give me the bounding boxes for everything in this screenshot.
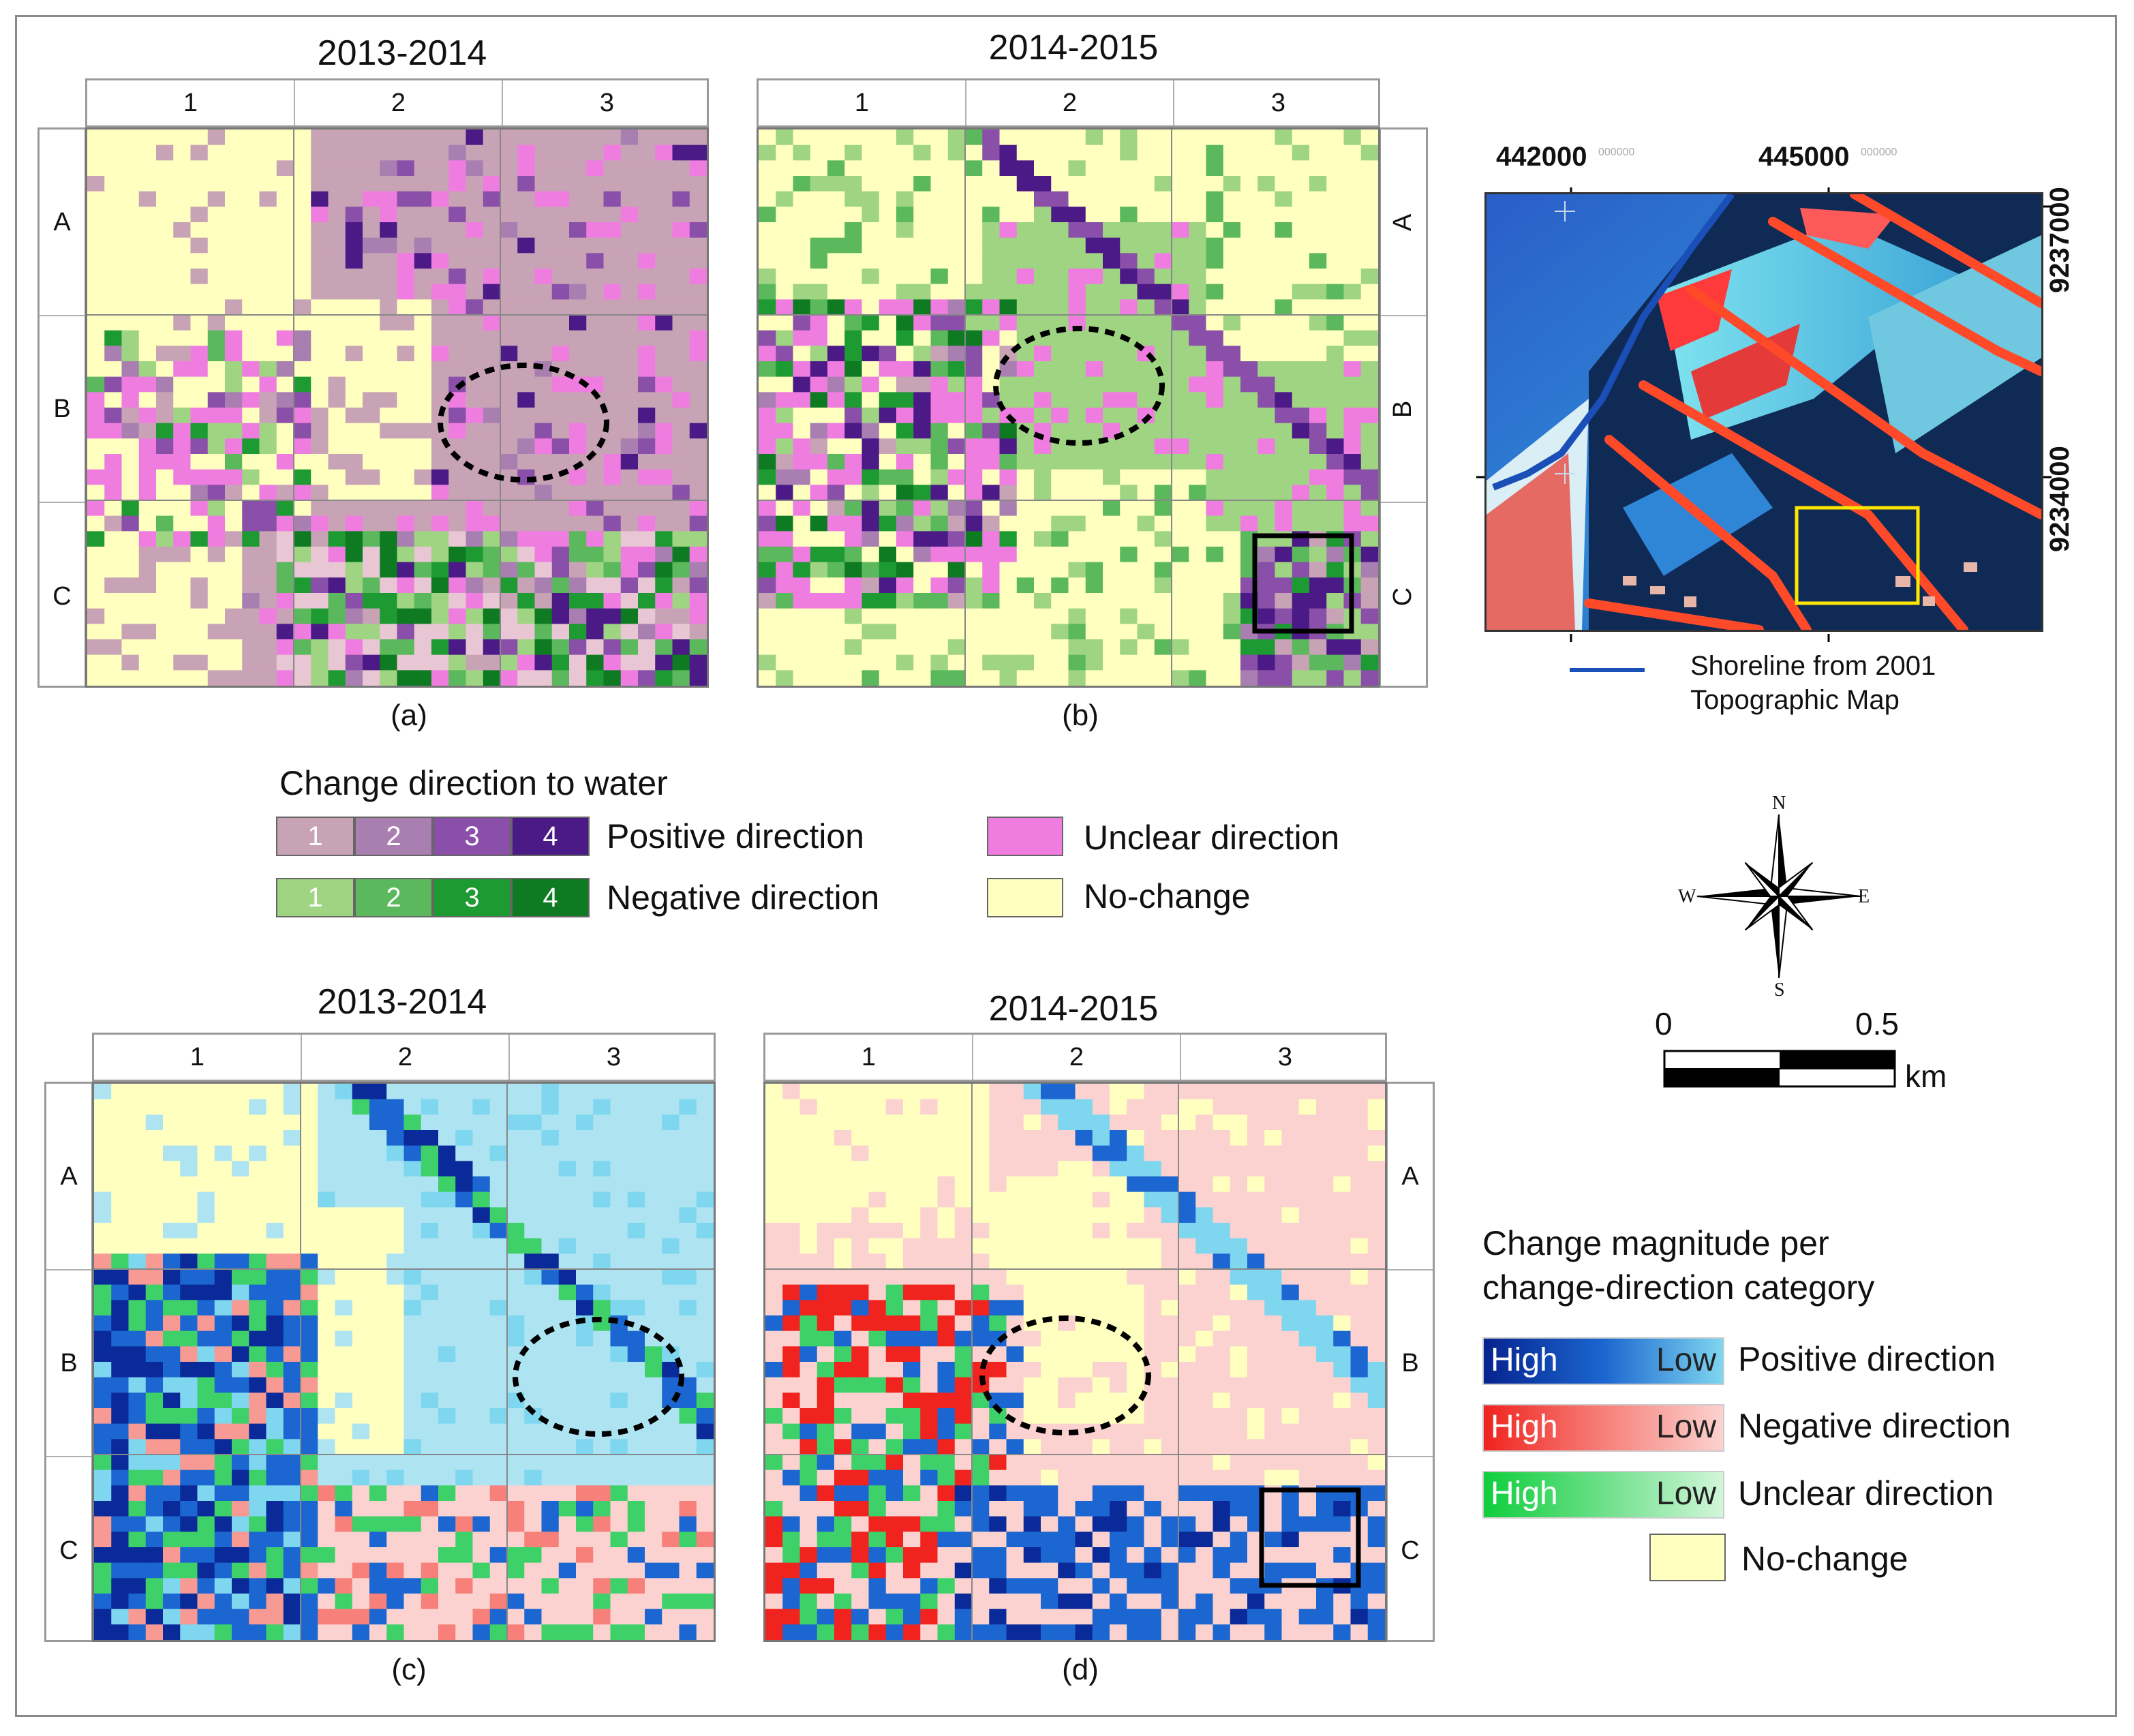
col-label: 2 <box>295 80 503 125</box>
panel-b-caption: (b) <box>1062 699 1099 732</box>
shoreline-legend-line <box>1570 668 1645 672</box>
panel-b-column-header: 1 2 3 <box>757 78 1380 127</box>
easting-minor-1: 000000 <box>1598 147 1635 158</box>
compass-s: S <box>1774 979 1785 1001</box>
unclear-direction-label: Unclear direction <box>1084 819 1340 857</box>
col-label: 1 <box>759 80 966 125</box>
neg-level-swatch: 3 <box>433 878 511 917</box>
row-label: C <box>1401 1536 1420 1565</box>
col-label: 2 <box>302 1035 510 1080</box>
direction-raster-a <box>87 130 707 686</box>
col-label: 2 <box>966 80 1174 125</box>
panel-b-title: 2014-2015 <box>988 28 1159 67</box>
panel-d-caption: (d) <box>1062 1653 1099 1686</box>
nochange-swatch <box>987 878 1063 917</box>
satellite-image <box>1487 194 2041 630</box>
positive-direction-label: Positive direction <box>607 817 864 855</box>
scale-start: 0 <box>1655 1006 1673 1041</box>
row-label: A <box>40 130 85 316</box>
col-label: 1 <box>765 1035 973 1080</box>
ramp-high: High <box>1491 1342 1558 1378</box>
magnitude-legend-title-1: Change magnitude per <box>1482 1224 1829 1262</box>
magnitude-raster-d <box>765 1084 1385 1640</box>
shoreline-legend-line1: Shoreline from 2001 <box>1690 651 1936 681</box>
ramp-high: High <box>1491 1409 1558 1445</box>
row-label: A <box>1388 1084 1433 1270</box>
ramp-high: High <box>1491 1476 1558 1512</box>
row-label: B <box>1388 1270 1433 1457</box>
compass-e: E <box>1858 886 1870 907</box>
panel-a-column-header: 1 2 3 <box>85 78 709 127</box>
col-label: 1 <box>87 80 295 125</box>
col-label: 1 <box>94 1035 302 1080</box>
nochange-magnitude-label: No-change <box>1741 1540 1908 1578</box>
negative-magnitude-ramp: High Low <box>1482 1404 1724 1452</box>
pos-level-swatch: 4 <box>511 817 590 856</box>
unclear-magnitude-ramp: High Low <box>1482 1471 1724 1519</box>
easting-label-2: 445000 <box>1758 142 1850 172</box>
ramp-low: Low <box>1656 1409 1716 1445</box>
row-label: B <box>1381 316 1426 503</box>
panel-c-title: 2013-2014 <box>317 982 487 1022</box>
col-label: 3 <box>599 88 615 117</box>
row-label: A <box>46 1084 91 1270</box>
row-label: B <box>40 316 85 503</box>
inset-satellite-map <box>1484 192 2043 632</box>
pos-level-swatch: 2 <box>354 817 433 856</box>
ramp-low: Low <box>1656 1342 1716 1378</box>
panel-c-caption: (c) <box>391 1653 427 1686</box>
easting-minor-2: 000000 <box>1861 147 1897 158</box>
panel-b-row-header: A B C <box>1379 127 1428 688</box>
nochange-label: No-change <box>1084 877 1251 915</box>
negative-direction-label: Negative direction <box>607 879 880 917</box>
panel-d-column-header: 1 2 3 <box>763 1033 1387 1082</box>
negative-magnitude-label: Negative direction <box>1738 1407 2011 1445</box>
nochange-magnitude-swatch <box>1649 1534 1726 1581</box>
positive-magnitude-label: Positive direction <box>1738 1340 1996 1378</box>
neg-level-swatch: 4 <box>511 878 590 917</box>
positive-magnitude-ramp: High Low <box>1482 1337 1724 1385</box>
row-label: C <box>59 1536 78 1565</box>
pos-level-swatch: 1 <box>276 817 354 856</box>
direction-legend-title: Change direction to water <box>279 764 668 802</box>
panel-a-row-header: A B C <box>37 127 87 688</box>
ramp-low: Low <box>1656 1476 1716 1512</box>
row-label: A <box>1381 130 1426 316</box>
compass-n: N <box>1772 793 1786 814</box>
panel-b-map <box>757 127 1380 688</box>
col-label: 2 <box>973 1035 1181 1080</box>
row-label: C <box>52 581 72 611</box>
scale-end: 0.5 <box>1855 1006 1899 1041</box>
col-label: 3 <box>606 1042 622 1071</box>
shoreline-legend-line2: Topographic Map <box>1690 685 1900 715</box>
panel-d-row-header: A B C <box>1386 1082 1435 1642</box>
pos-level-swatch: 3 <box>433 817 511 856</box>
col-label: 3 <box>1277 1042 1293 1071</box>
magnitude-legend-title-2: change-direction category <box>1482 1268 1875 1307</box>
panel-c-row-header: A B C <box>44 1082 93 1642</box>
panel-a-title: 2013-2014 <box>317 33 487 73</box>
compass-w: W <box>1678 886 1696 907</box>
panel-c-column-header: 1 2 3 <box>92 1033 716 1082</box>
scale-bar <box>1663 1050 1896 1088</box>
col-label: 3 <box>1270 88 1286 117</box>
compass-rose-icon <box>1696 814 1861 979</box>
row-label: B <box>46 1270 91 1457</box>
panel-d-map <box>763 1082 1387 1642</box>
panel-d-title: 2014-2015 <box>988 989 1159 1029</box>
unclear-magnitude-label: Unclear direction <box>1738 1474 1994 1512</box>
easting-label-1: 442000 <box>1496 142 1587 172</box>
panel-c-map <box>92 1082 716 1642</box>
unclear-swatch <box>987 817 1063 856</box>
neg-level-swatch: 1 <box>276 878 354 917</box>
inset-map-ticks <box>1476 187 2052 642</box>
panel-a-caption: (a) <box>391 699 427 732</box>
scale-unit: km <box>1905 1059 1947 1094</box>
figure-frame <box>15 15 2117 1717</box>
direction-raster-b <box>759 130 1378 686</box>
panel-a-map <box>85 127 709 688</box>
row-label: C <box>1388 587 1418 606</box>
neg-level-swatch: 2 <box>354 878 433 917</box>
magnitude-raster-c <box>94 1084 714 1640</box>
